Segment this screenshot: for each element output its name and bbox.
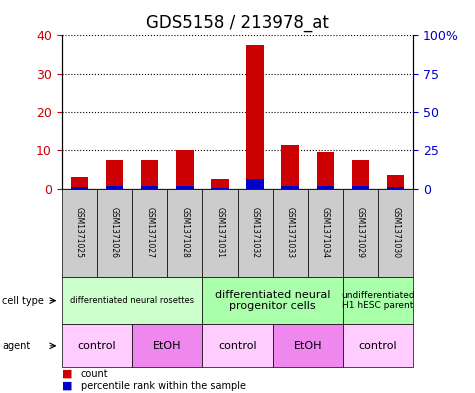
Bar xyxy=(281,186,299,189)
Bar xyxy=(176,150,194,189)
Text: differentiated neural
progenitor cells: differentiated neural progenitor cells xyxy=(215,290,331,311)
Bar xyxy=(316,186,334,189)
Text: differentiated neural rosettes: differentiated neural rosettes xyxy=(70,296,194,305)
Text: count: count xyxy=(81,369,108,379)
Bar xyxy=(352,186,369,189)
Text: GSM1371029: GSM1371029 xyxy=(356,208,365,258)
Text: control: control xyxy=(77,341,116,351)
Text: GSM1371026: GSM1371026 xyxy=(110,208,119,258)
Text: GSM1371033: GSM1371033 xyxy=(286,207,294,259)
Text: GSM1371031: GSM1371031 xyxy=(216,208,224,258)
Text: GSM1371027: GSM1371027 xyxy=(145,208,154,258)
Bar xyxy=(141,160,158,189)
Bar xyxy=(71,187,88,189)
Bar xyxy=(211,179,228,189)
Bar xyxy=(211,187,228,189)
Text: EtOH: EtOH xyxy=(153,341,181,351)
Bar xyxy=(176,185,194,189)
Bar xyxy=(71,177,88,189)
Bar xyxy=(387,175,404,189)
Text: GSM1371034: GSM1371034 xyxy=(321,207,330,259)
Text: undifferentiated
H1 hESC parent: undifferentiated H1 hESC parent xyxy=(341,291,415,310)
Text: ■: ■ xyxy=(62,369,72,379)
Text: cell type: cell type xyxy=(2,296,44,306)
Bar xyxy=(387,187,404,189)
Text: ■: ■ xyxy=(62,381,72,391)
Text: control: control xyxy=(218,341,257,351)
Text: agent: agent xyxy=(2,341,30,351)
Text: GSM1371028: GSM1371028 xyxy=(180,208,189,258)
Text: GDS5158 / 213978_at: GDS5158 / 213978_at xyxy=(146,14,329,32)
Bar xyxy=(247,45,264,189)
Text: EtOH: EtOH xyxy=(294,341,322,351)
Text: control: control xyxy=(359,341,398,351)
Text: GSM1371030: GSM1371030 xyxy=(391,207,400,259)
Bar xyxy=(105,186,124,189)
Bar xyxy=(316,152,334,189)
Bar xyxy=(352,160,369,189)
Bar xyxy=(281,145,299,189)
Text: GSM1371032: GSM1371032 xyxy=(251,208,259,258)
Text: GSM1371025: GSM1371025 xyxy=(75,208,84,258)
Bar xyxy=(141,186,158,189)
Bar xyxy=(105,160,124,189)
Bar xyxy=(247,180,264,189)
Text: percentile rank within the sample: percentile rank within the sample xyxy=(81,381,246,391)
